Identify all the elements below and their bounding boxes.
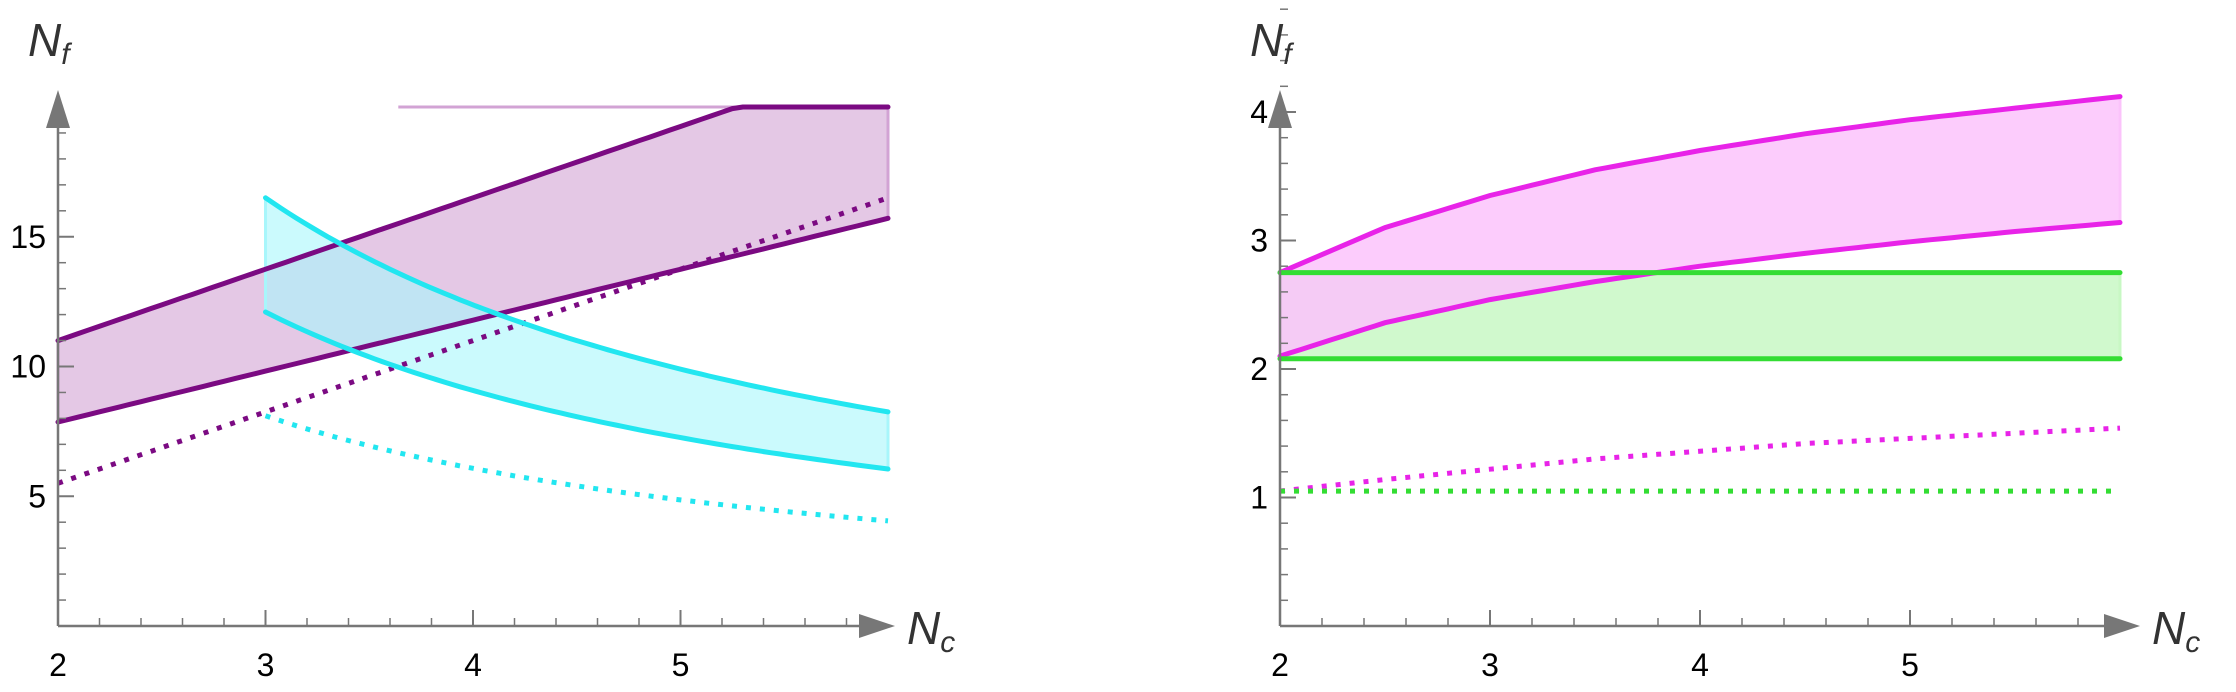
- band-layer: [56, 105, 890, 470]
- y-tick-label: 5: [28, 478, 46, 514]
- series-layer: [1277, 94, 2123, 494]
- x-tick-label: 3: [257, 647, 275, 683]
- purple-band: [58, 107, 888, 422]
- series-purple-dotted: [57, 195, 889, 486]
- cyan-band: [265, 197, 888, 470]
- left-chart-panel: 2 3 4 5 5 10 15 Nc Nf: [10, 14, 955, 683]
- y-axis-title: Nf: [1250, 14, 1294, 71]
- axes: 2 3 4 5 5 10 15 Nc Nf: [10, 14, 955, 683]
- x-tick-label: 3: [1481, 647, 1499, 683]
- x-tick-label: 5: [1901, 647, 1919, 683]
- y-tick-label: 4: [1250, 94, 1268, 130]
- x-tick-label: 2: [1271, 647, 1289, 683]
- x-axis-title: Nc: [907, 602, 955, 659]
- band-layer: [1278, 96, 2122, 359]
- axes: 2 3 4 5 1 2 3 4 Nc Nf: [1250, 8, 2200, 683]
- series-layer: [55, 104, 891, 524]
- x-tick-label: 4: [1691, 647, 1709, 683]
- y-tick-label: 10: [10, 349, 46, 385]
- magenta-band: [1280, 96, 2120, 357]
- x-axis-title: Nc: [2152, 602, 2200, 659]
- series-purple-lower: [55, 215, 891, 425]
- series-magenta-lower: [1277, 220, 2123, 359]
- y-axis-title: Nf: [28, 14, 72, 71]
- right-chart-panel: 2 3 4 5 1 2 3 4 Nc Nf: [1250, 8, 2200, 683]
- y-axis-arrow: [1268, 90, 1292, 128]
- series-magenta-dotted: [1279, 425, 2121, 494]
- x-tick-label: 4: [464, 647, 482, 683]
- series-purple-upper: [55, 104, 891, 344]
- y-tick-label: 3: [1250, 223, 1268, 259]
- x-tick-label: 2: [49, 647, 67, 683]
- series-cyan-lower: [263, 309, 891, 472]
- x-tick-label: 5: [672, 647, 690, 683]
- x-axis-arrow: [2104, 614, 2140, 638]
- series-cyan-upper: [263, 195, 891, 415]
- y-tick-label: 15: [10, 219, 46, 255]
- y-tick-label: 1: [1250, 480, 1268, 516]
- series-magenta-upper: [1277, 94, 2123, 276]
- y-axis-arrow: [46, 90, 70, 128]
- y-tick-label: 2: [1250, 351, 1268, 387]
- x-axis-arrow: [859, 614, 895, 638]
